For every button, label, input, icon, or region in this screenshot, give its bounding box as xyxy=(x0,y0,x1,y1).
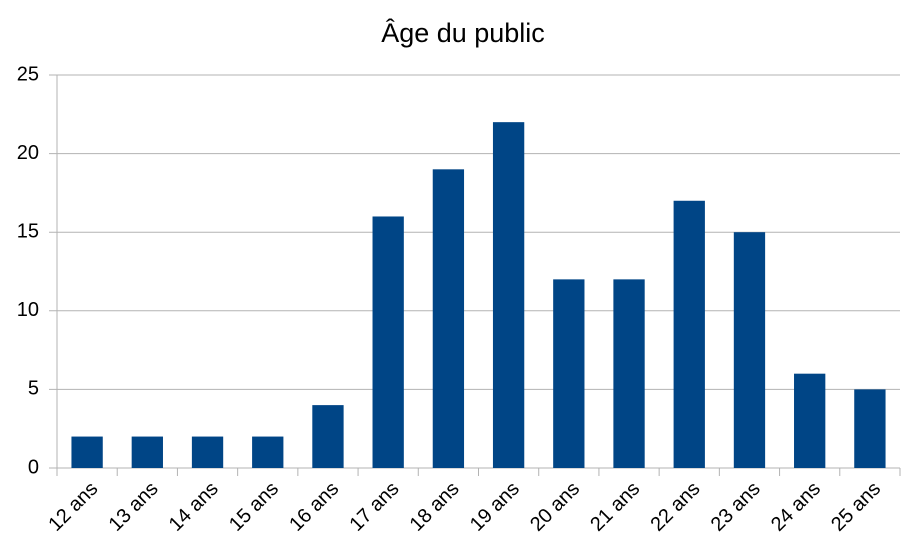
bar xyxy=(131,436,163,468)
x-tick-label: 25 ans xyxy=(827,478,885,536)
bar xyxy=(432,169,465,468)
y-tick-label: 25 xyxy=(17,63,39,85)
x-tick-label: 17 ans xyxy=(345,478,403,536)
chart-title: Âge du public xyxy=(381,17,545,48)
x-tick-label: 22 ans xyxy=(646,478,704,536)
x-tick-label: 16 ans xyxy=(285,478,343,536)
bar xyxy=(492,122,525,468)
bar xyxy=(252,436,284,468)
y-tick-label: 5 xyxy=(28,378,39,400)
x-tick-label: 15 ans xyxy=(225,478,283,536)
bar xyxy=(794,373,826,468)
bar xyxy=(191,436,224,468)
x-tick-label: 21 ans xyxy=(586,478,644,536)
x-tick-label: 20 ans xyxy=(526,478,584,536)
y-tick-label: 15 xyxy=(17,220,39,242)
bar xyxy=(613,279,645,468)
x-tick-label: 14 ans xyxy=(165,478,223,536)
bar xyxy=(553,279,585,468)
y-tick-label: 0 xyxy=(28,456,39,478)
bar xyxy=(733,232,766,468)
x-tick-label: 24 ans xyxy=(767,478,825,536)
bar xyxy=(71,436,103,468)
x-tick-label: 13 ans xyxy=(105,478,163,536)
x-tick-label: 18 ans xyxy=(406,478,464,536)
y-tick-label: 10 xyxy=(17,299,39,321)
bar xyxy=(372,216,404,468)
x-tick-label: 12 ans xyxy=(44,478,102,536)
bar xyxy=(854,389,886,468)
bar xyxy=(673,200,705,468)
y-tick-label: 20 xyxy=(17,142,39,164)
x-tick-label: 19 ans xyxy=(466,478,524,536)
x-tick-label: 23 ans xyxy=(707,478,765,536)
bar xyxy=(312,405,344,468)
